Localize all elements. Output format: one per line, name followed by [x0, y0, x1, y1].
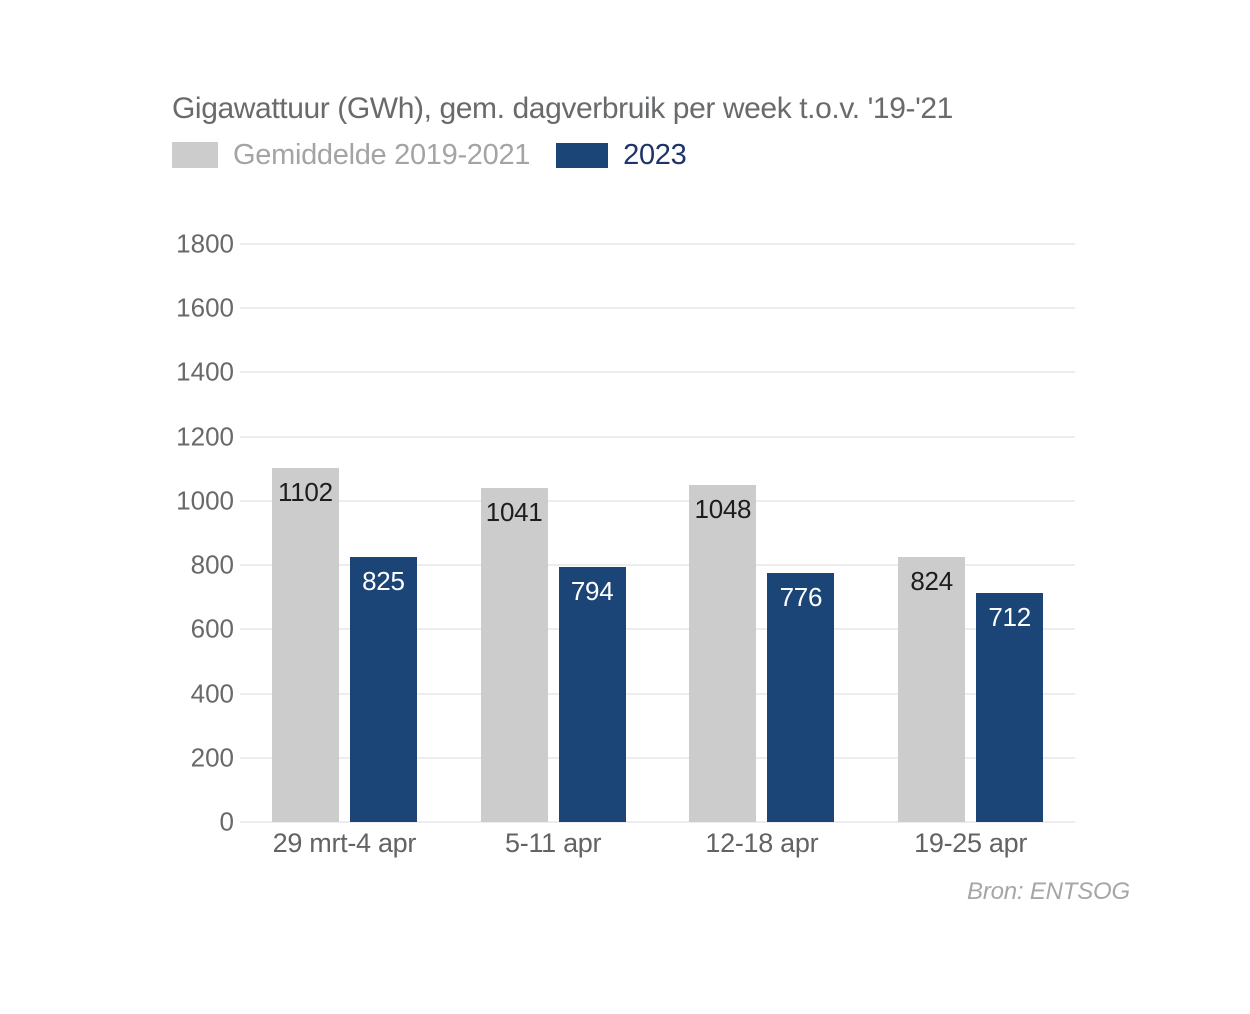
gridline: [240, 821, 1075, 823]
bar-gemiddelde-2019-2021: 1048: [689, 485, 757, 822]
gridline: [240, 692, 1075, 695]
gridline: [240, 371, 1075, 374]
plot-area: 0 200 400 600 800 1000 1200 1400 1600 1800 1102 82…: [176, 229, 1075, 858]
y-tick-label: 1000: [176, 485, 234, 516]
x-tick-label: 29 mrt-4 apr: [272, 828, 417, 858]
legend-label-2023: 2023: [623, 138, 687, 171]
gridline: [240, 564, 1075, 567]
bar-value-label: 712: [988, 602, 1031, 632]
source-credit: Bron: ENTSOG: [967, 878, 1130, 905]
bar-value-label: 1041: [485, 497, 543, 527]
y-tick-label: 1800: [176, 228, 234, 259]
bar-value-label: 824: [910, 566, 953, 596]
gridline: [240, 756, 1075, 759]
y-tick-label: 0: [219, 806, 234, 837]
x-axis: 29 mrt-4 apr 5-11 apr 12-18 apr 19-25 apr: [240, 828, 1075, 859]
gridline: [240, 628, 1075, 631]
bar-2023: 825: [349, 557, 417, 822]
legend-swatch-2023: [556, 142, 609, 168]
bars-layer: 1102 825 1041 794 1048 776 824 712: [240, 244, 1075, 822]
legend-label-gemiddelde: Gemiddelde 2019-2021: [233, 138, 531, 171]
bar-gemiddelde-2019-2021: 824: [898, 557, 966, 822]
bar-value-label: 825: [362, 566, 405, 596]
gridline: [240, 307, 1075, 310]
bar-group: 1102 825: [240, 244, 449, 822]
legend: Gemiddelde 2019-2021 2023: [172, 138, 687, 171]
bar-value-label: 776: [779, 582, 823, 612]
bar-value-label: 1102: [278, 477, 333, 507]
gridline: [240, 435, 1075, 438]
bar-value-label: 1048: [694, 494, 752, 524]
bar-group: 1041 794: [449, 244, 658, 822]
gridline: [240, 243, 1075, 245]
bar-value-label: 794: [570, 576, 614, 606]
bar-gemiddelde-2019-2021: 1102: [271, 468, 339, 822]
bar-2023: 794: [558, 567, 626, 822]
x-tick-label: 12-18 apr: [705, 828, 819, 858]
y-tick-label: 200: [190, 742, 234, 773]
bar-group: 1048 776: [658, 244, 867, 822]
y-tick-label: 1400: [176, 356, 234, 387]
bar-2023: 712: [976, 593, 1044, 822]
bar-group: 824 712: [866, 244, 1075, 822]
legend-swatch-gemiddelde: [172, 142, 218, 168]
y-tick-label: 800: [190, 549, 234, 580]
y-tick-label: 600: [190, 613, 234, 644]
bar-2023: 776: [767, 573, 835, 822]
y-tick-label: 400: [190, 678, 234, 709]
y-tick-label: 1200: [176, 421, 234, 452]
chart-title: Gigawattuur (GWh), gem. dagverbruik per …: [172, 92, 953, 125]
bar-gemiddelde-2019-2021: 1041: [480, 488, 548, 822]
x-tick-label: 5-11 apr: [505, 828, 602, 858]
y-tick-label: 1600: [176, 292, 234, 323]
gridline: [240, 499, 1075, 502]
x-tick-label: 19-25 apr: [914, 828, 1028, 858]
